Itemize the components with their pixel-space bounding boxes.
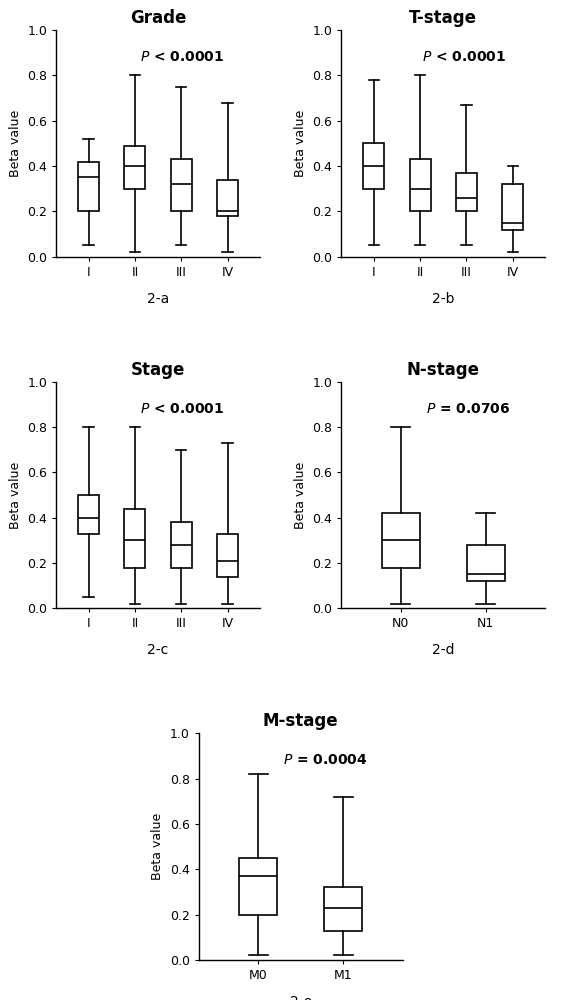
PathPatch shape [502, 184, 523, 230]
PathPatch shape [125, 509, 146, 568]
PathPatch shape [217, 180, 238, 216]
PathPatch shape [364, 143, 384, 189]
PathPatch shape [217, 534, 238, 577]
PathPatch shape [456, 173, 477, 211]
PathPatch shape [382, 513, 420, 568]
Text: $\it{P}$ < 0.0001: $\it{P}$ < 0.0001 [422, 50, 506, 64]
PathPatch shape [125, 146, 146, 189]
PathPatch shape [78, 162, 99, 211]
Title: Stage: Stage [131, 361, 185, 379]
Text: $\it{P}$ < 0.0001: $\it{P}$ < 0.0001 [140, 402, 225, 416]
Text: 2-c: 2-c [147, 643, 169, 657]
Text: $\it{P}$ = 0.0004: $\it{P}$ = 0.0004 [283, 753, 368, 767]
Text: $\it{P}$ < 0.0001: $\it{P}$ < 0.0001 [140, 50, 225, 64]
Y-axis label: Beta value: Beta value [294, 461, 307, 529]
PathPatch shape [324, 887, 362, 931]
PathPatch shape [410, 159, 430, 211]
Title: Grade: Grade [130, 9, 186, 27]
Text: 2-a: 2-a [147, 292, 169, 306]
Title: N-stage: N-stage [407, 361, 480, 379]
Text: 2-e: 2-e [289, 995, 312, 1000]
Title: T-stage: T-stage [409, 9, 477, 27]
PathPatch shape [239, 858, 277, 915]
Y-axis label: Beta value: Beta value [294, 110, 307, 177]
Title: M-stage: M-stage [263, 712, 338, 730]
Text: $\it{P}$ = 0.0706: $\it{P}$ = 0.0706 [425, 402, 510, 416]
PathPatch shape [78, 495, 99, 534]
Text: 2-d: 2-d [432, 643, 455, 657]
Y-axis label: Beta value: Beta value [151, 813, 164, 880]
PathPatch shape [466, 545, 505, 581]
Y-axis label: Beta value: Beta value [8, 110, 21, 177]
PathPatch shape [171, 159, 192, 211]
Y-axis label: Beta value: Beta value [8, 461, 21, 529]
PathPatch shape [171, 522, 192, 568]
Text: 2-b: 2-b [432, 292, 455, 306]
